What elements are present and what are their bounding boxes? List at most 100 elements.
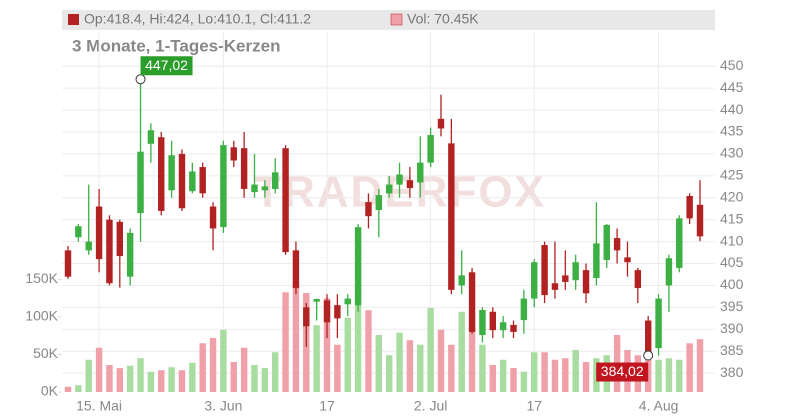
candle-body [572,262,579,281]
candle-body [644,320,652,353]
candle-body [189,171,196,192]
candle-body [106,219,113,284]
extreme-label-box [596,362,649,382]
volume-bar [85,359,92,392]
x-tick-label: 3. Jun [204,398,242,414]
candle-body [582,270,590,294]
volume-bar [292,283,300,392]
volume-bar [230,362,237,392]
candle-body [75,226,82,238]
volume-bar [375,335,383,392]
candle-body [603,224,610,261]
volume-bar [468,328,476,392]
x-tick-label: 15. Mai [76,398,122,414]
volume-bar [209,338,217,392]
y-tick-label: 435 [720,123,744,139]
candle-body [562,275,569,282]
volume-bar [396,332,403,392]
volume-bar [676,359,683,392]
volume-bar [417,344,424,392]
volume-bar [510,368,517,392]
volume-bar [147,371,155,392]
legend-swatch-volume [390,13,403,26]
y-tick-label: 410 [720,232,744,248]
candle-body [220,145,227,228]
candle-body [499,322,507,331]
price-layer [64,79,704,356]
y2-tick-label: 50K [33,345,59,361]
candle-body [64,250,72,277]
volume-bar [272,352,279,392]
y-tick-label: 395 [720,298,744,314]
volume-bar [448,344,455,392]
legend-swatch-price [68,14,79,25]
label-layer: 380 385 390 395 400 405 410 415 420 425 430 435 440 4… [25,56,744,414]
volume-bar [178,370,186,392]
volume-bar [696,339,704,392]
candle-body [406,180,414,189]
y2-tick-label: 0K [41,383,59,399]
candle-body [251,184,258,193]
y-tick-label: 425 [720,167,744,183]
volume-bar [665,358,673,392]
volume-bar [137,358,144,392]
candle-body [230,147,237,161]
candle-body [334,305,341,319]
volume-bar [168,367,175,392]
candle-body [282,148,289,253]
volume-bar [541,352,548,392]
candle-body [323,300,331,323]
candle-body [168,155,175,191]
y-tick-label: 450 [720,57,744,73]
volume-bar [75,385,82,392]
candle-body [313,299,320,302]
y-tick-label: 415 [720,210,744,226]
candle-body [437,118,445,129]
volume-bar [282,292,289,392]
y-tick-label: 400 [720,276,744,292]
candle-body [199,167,206,194]
header-bar [62,10,715,30]
volume-bar [354,299,362,392]
y-tick-label: 390 [720,320,744,336]
volume-bar [562,358,569,392]
y2-tick-label: 100K [25,308,58,324]
volume-bar [427,308,434,392]
candle-body [116,221,124,257]
volume-bar [106,365,113,392]
extreme-label: 447,02 [145,57,188,73]
volume-bar [499,359,507,392]
candle-body [624,257,631,263]
volume-bar [116,368,124,392]
candle-body [85,241,92,251]
y-tick-label: 380 [720,364,744,380]
volume-bar [251,365,258,392]
volume-bar [520,371,528,392]
candle-body [240,148,248,189]
y-tick-label: 420 [720,188,744,204]
volume-bar [479,344,486,392]
volume-bar [199,343,206,392]
candle-body [137,151,144,214]
volume-bar [531,352,538,392]
extreme-marker [135,74,146,85]
volume-bar [551,359,559,392]
volume-bar [572,350,579,392]
candle-body [541,245,548,296]
y-tick-label: 385 [720,342,744,358]
volume-bar [655,359,662,392]
volume-bar [158,370,165,392]
volume-bar [126,365,134,392]
extreme-marker [643,350,654,361]
candle-body [676,218,683,268]
volume-bar [385,355,393,392]
header-volume: Vol: 70.45K [407,11,479,27]
volume-bar [313,325,320,392]
volume-bar [686,343,693,392]
volume-bar [437,329,445,392]
candle-body [396,174,403,185]
volume-bar [489,365,496,392]
x-tick-label: 17 [319,398,335,414]
volume-bar [95,347,103,392]
